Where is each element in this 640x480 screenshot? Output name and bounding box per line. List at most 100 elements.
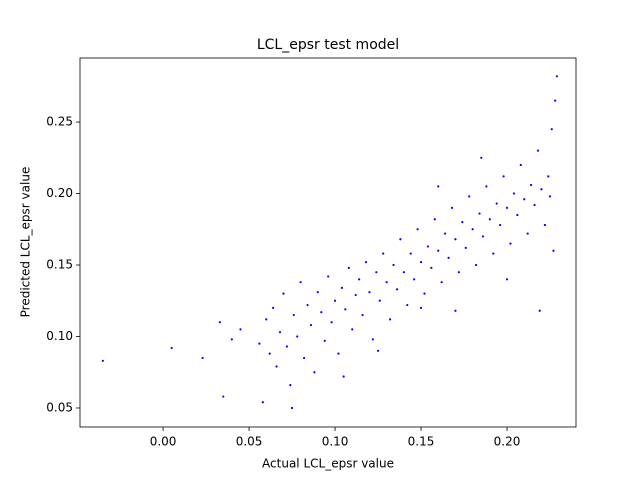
point [540,188,543,191]
x-axis-label: Actual LCL_epsr value [262,457,394,471]
point [536,149,540,152]
point [292,313,295,317]
point [354,293,357,297]
point [344,308,347,311]
y-tick-label: 0.20 [46,186,73,200]
point [499,223,502,227]
point [495,202,498,205]
point [474,263,478,267]
point [313,371,316,374]
point [423,292,426,295]
point [454,238,457,241]
point [333,299,337,302]
point [347,266,350,269]
point [299,281,302,284]
point [530,183,533,187]
x-tick-label: 0.00 [150,435,177,449]
point [285,345,288,348]
x-tick-label: 0.20 [494,435,521,449]
point [201,356,204,360]
point [519,163,522,167]
point [444,232,447,235]
point [505,206,509,209]
point [509,242,512,245]
point [170,346,173,350]
point [457,271,460,274]
point [543,223,546,227]
point [471,228,474,231]
point [419,261,423,264]
point [378,299,381,302]
point [550,128,553,131]
point [552,249,555,252]
point [371,338,374,341]
point [376,349,380,352]
point [538,309,541,312]
point [265,318,268,321]
point [306,303,309,307]
point [268,352,271,355]
point [330,321,333,324]
point [342,375,345,378]
point [402,271,405,274]
point [481,235,485,238]
point [275,365,278,368]
point [309,323,313,327]
point [282,292,285,295]
point [430,266,433,269]
point [239,328,242,331]
point [485,185,488,188]
y-tick-label: 0.05 [46,400,73,414]
point [523,198,526,201]
point [437,185,440,188]
point [461,221,464,224]
point [480,156,483,159]
point [278,331,282,334]
point [351,328,354,331]
point [440,281,443,284]
point [450,206,454,209]
point [554,99,557,102]
chart-title: LCL_epsr test model [257,37,399,53]
y-tick-label: 0.10 [46,329,73,343]
x-tick-label: 0.15 [408,435,435,449]
point [478,212,481,215]
point [406,303,409,307]
point [101,359,104,362]
point [533,203,536,207]
point [454,309,457,312]
point [555,75,559,78]
point [337,352,340,355]
point [316,291,319,294]
point [358,278,361,281]
y-tick-label: 0.15 [46,258,73,272]
point [419,306,423,310]
point [375,271,378,274]
x-tick-label: 0.10 [322,435,349,449]
point [413,278,416,281]
point [437,249,440,252]
point [218,321,221,324]
point [289,384,292,387]
point [320,311,323,314]
point [272,306,275,310]
point [302,356,306,360]
point [392,263,395,267]
point [340,286,344,289]
point [323,339,326,342]
point [368,291,371,294]
x-tick-label: 0.05 [236,435,263,449]
point [382,252,385,255]
point [464,246,467,249]
point [548,195,552,198]
point [526,232,529,235]
point [395,288,399,291]
point [492,252,495,255]
point [426,245,430,248]
point [361,313,364,317]
plot-frame [79,57,577,428]
point [433,218,436,221]
y-axis-label: Predicted LCL_epsr value [19,167,33,318]
